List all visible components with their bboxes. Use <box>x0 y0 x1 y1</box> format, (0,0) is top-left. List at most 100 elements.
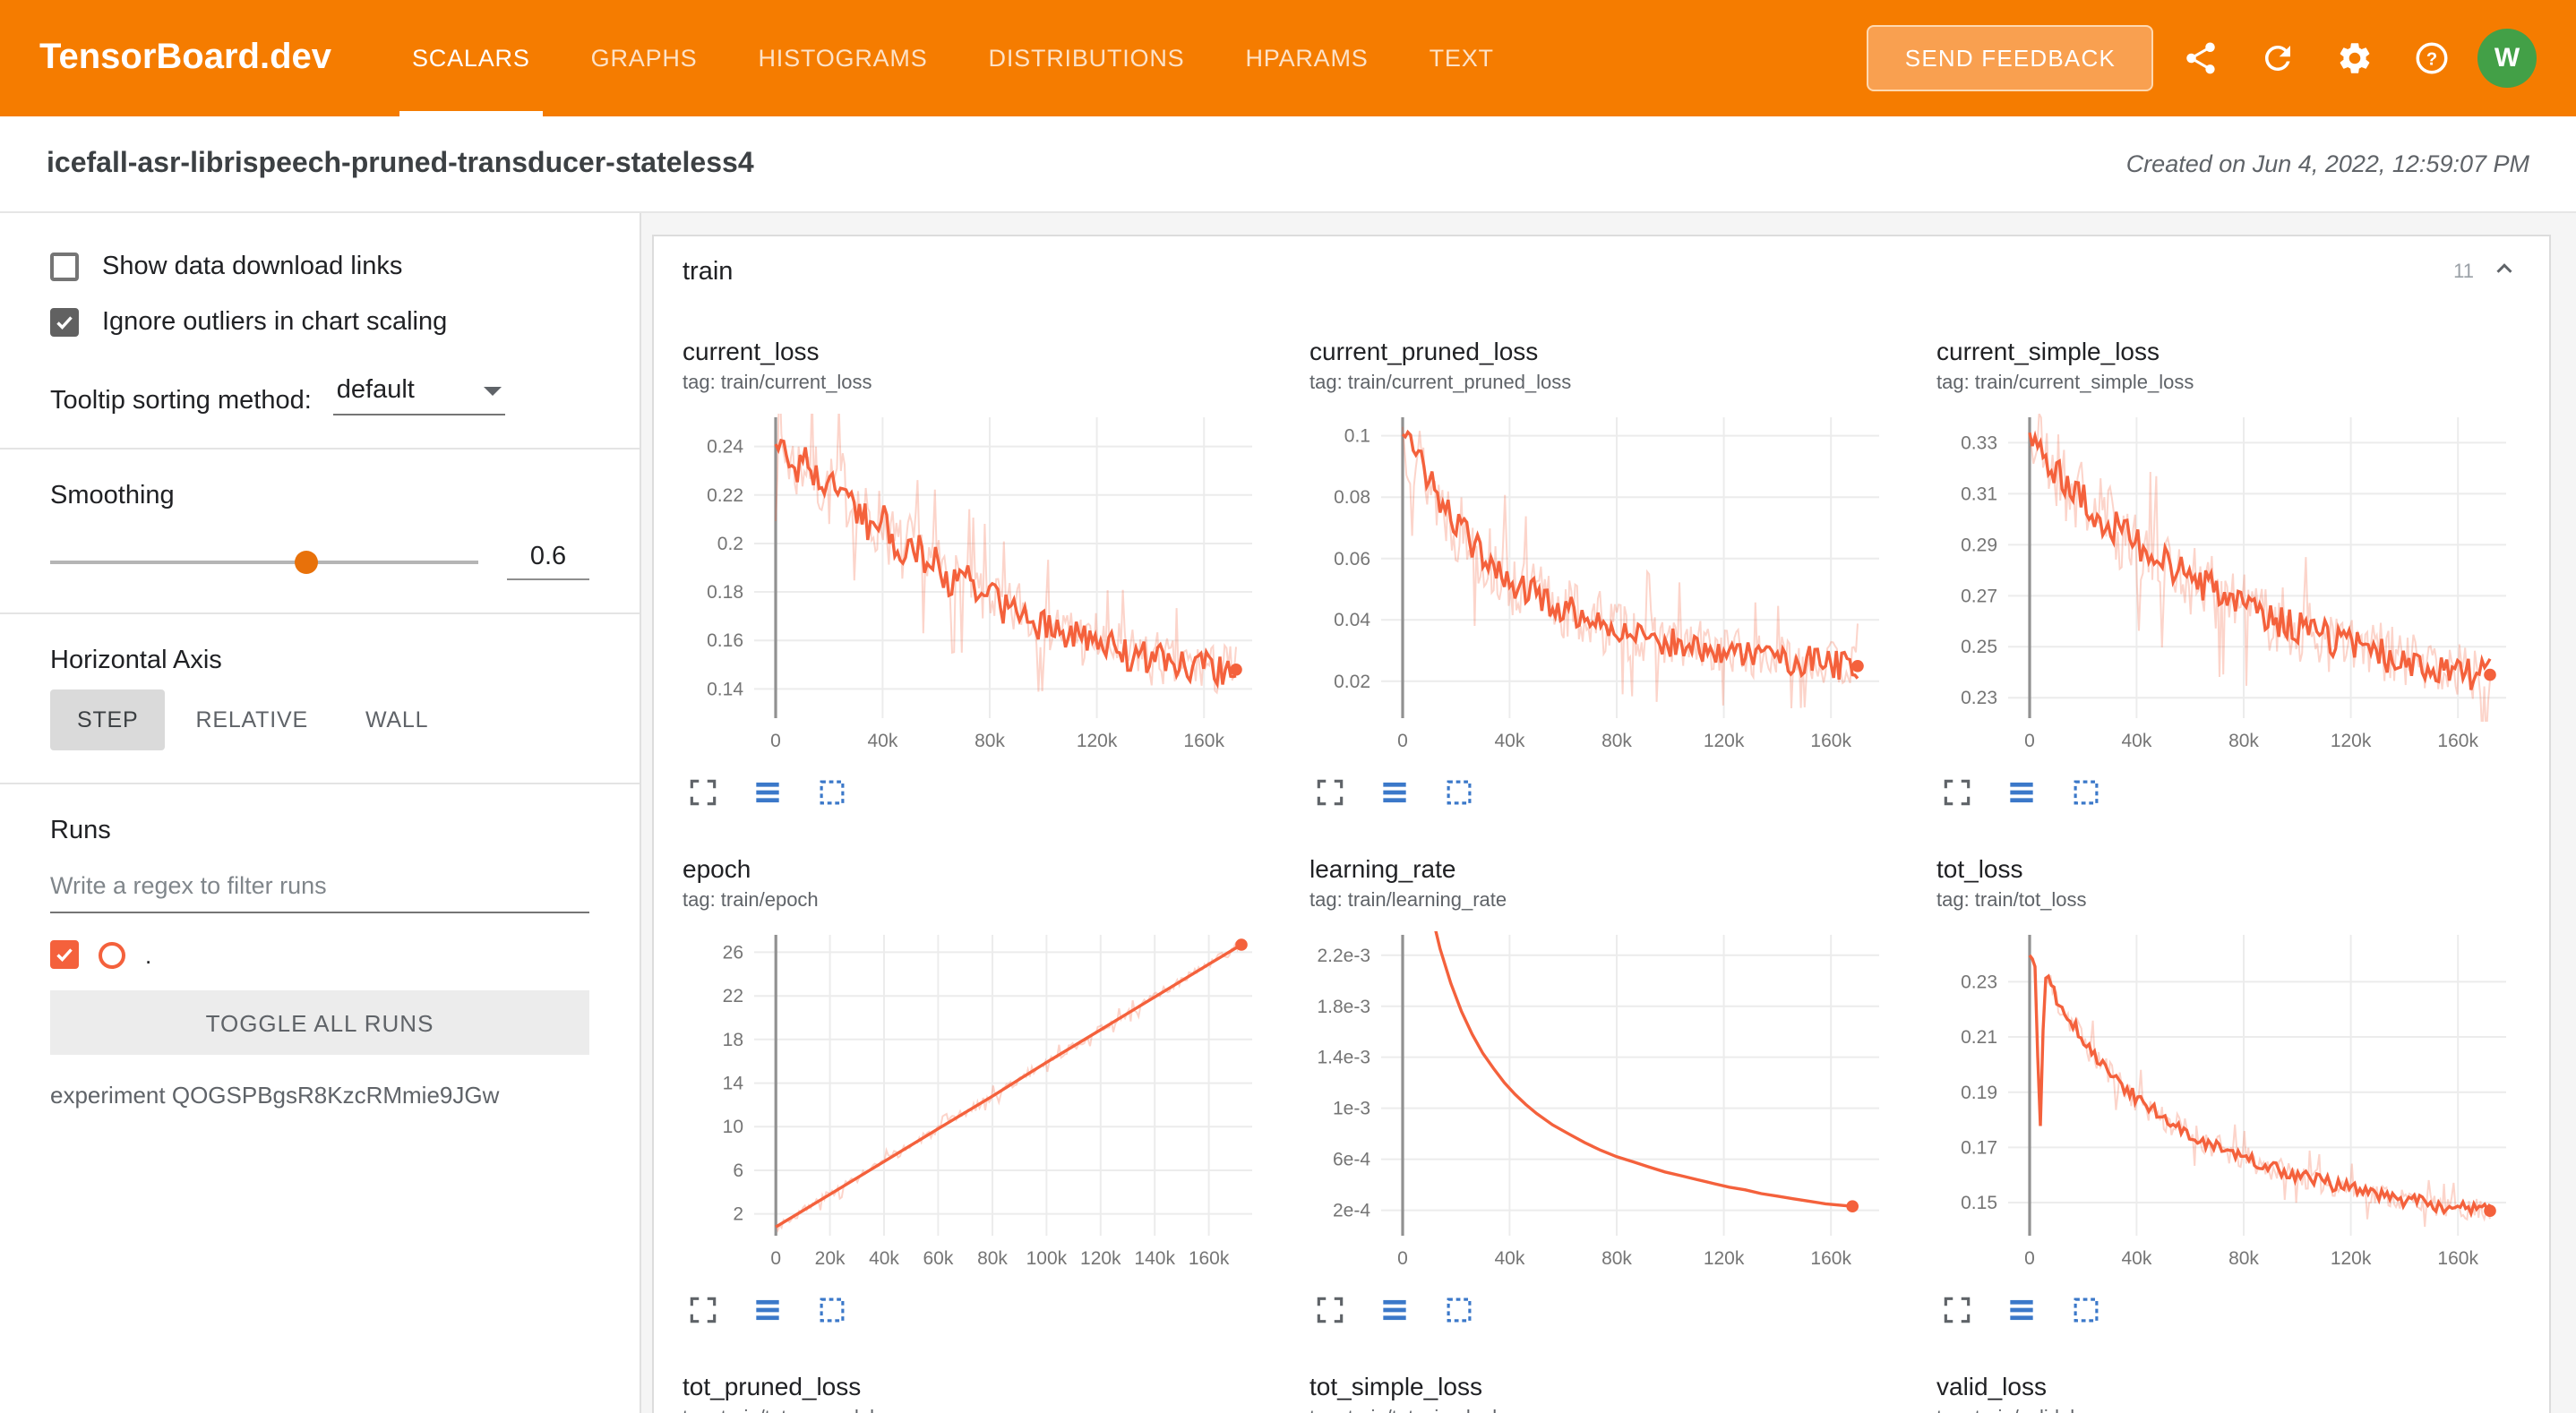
svg-text:0: 0 <box>1397 731 1408 751</box>
fit-domain-icon[interactable] <box>1438 1289 1478 1329</box>
svg-text:0: 0 <box>770 731 781 751</box>
svg-text:?: ? <box>2426 49 2436 69</box>
axis-relative-button[interactable]: RELATIVE <box>169 689 335 750</box>
train-group-header[interactable]: train 11 <box>654 236 2549 308</box>
axis-step-button[interactable]: STEP <box>50 689 166 750</box>
svg-text:0.33: 0.33 <box>1961 432 1997 453</box>
svg-text:40k: 40k <box>869 1248 899 1269</box>
svg-text:1e-3: 1e-3 <box>1333 1099 1370 1119</box>
smoothing-value[interactable]: 0.6 <box>507 543 589 580</box>
ignore-outliers-checkbox[interactable] <box>50 308 79 337</box>
svg-text:0.31: 0.31 <box>1961 484 1997 504</box>
divider <box>0 612 640 614</box>
svg-text:1.4e-3: 1.4e-3 <box>1317 1048 1370 1068</box>
line-chart[interactable]: 0.23 0.25 0.27 0.29 0.31 0.33 0 40k 80k 120k 160k <box>1936 407 2520 758</box>
data-table-icon[interactable] <box>1374 772 1413 811</box>
show-download-links-row[interactable]: Show data download links <box>50 253 589 281</box>
chart-card-learning_rate: learning_rate tag: train/learning_rate 2e-… <box>1309 851 1893 1332</box>
fit-domain-icon[interactable] <box>1438 772 1478 811</box>
run-row[interactable]: . <box>50 940 589 969</box>
data-table-icon[interactable] <box>1374 1289 1413 1329</box>
fit-domain-icon[interactable] <box>811 1289 851 1329</box>
chart-title: tot_simple_loss <box>1309 1372 1482 1400</box>
line-chart[interactable]: 0.02 0.04 0.06 0.08 0.1 0 40k 80k 120k 160k <box>1309 407 1893 758</box>
help-icon[interactable]: ? <box>2400 28 2461 89</box>
line-chart[interactable]: 0.14 0.16 0.18 0.2 0.22 0.24 0 40k 80k 120k 160k <box>683 407 1267 758</box>
svg-text:160k: 160k <box>1810 731 1851 751</box>
horizontal-axis-label: Horizontal Axis <box>50 647 222 675</box>
svg-text:1.8e-3: 1.8e-3 <box>1317 997 1370 1017</box>
chart-tag: tag: train/learning_rate <box>1309 890 1507 912</box>
caret-down-icon <box>483 386 502 395</box>
runs-label: Runs <box>50 817 111 845</box>
tooltip-sorting-select[interactable]: default <box>332 373 505 415</box>
svg-text:20k: 20k <box>815 1248 846 1269</box>
chart-title: valid_loss <box>1936 1372 2047 1400</box>
show-download-links-checkbox[interactable] <box>50 253 79 281</box>
line-chart[interactable]: 0.15 0.17 0.19 0.21 0.23 0 40k 80k 120k 160k <box>1936 924 2520 1275</box>
tab-scalars[interactable]: SCALARS <box>382 0 561 116</box>
data-table-icon[interactable] <box>747 1289 786 1329</box>
data-table-icon[interactable] <box>747 772 786 811</box>
tab-text[interactable]: TEXT <box>1429 45 1494 72</box>
fit-domain-icon[interactable] <box>2065 1289 2105 1329</box>
send-feedback-button[interactable]: SEND FEEDBACK <box>1867 25 2153 91</box>
chart-card-tot_pruned_loss: tot_pruned_loss tag: train/tot_pruned_los… <box>683 1368 1267 1413</box>
chart-title: current_loss <box>683 337 820 365</box>
chart-actions <box>1309 1286 1893 1332</box>
tab-graphs[interactable]: GRAPHS <box>590 45 698 72</box>
expand-icon[interactable] <box>683 1289 722 1329</box>
chart-tag: tag: train/tot_simple_loss <box>1309 1406 1893 1413</box>
data-table-icon[interactable] <box>2001 1289 2040 1329</box>
svg-text:0.24: 0.24 <box>707 437 743 458</box>
smoothing-slider[interactable] <box>50 550 478 573</box>
svg-text:18: 18 <box>723 1030 743 1050</box>
tab-hparams[interactable]: HPARAMS <box>1245 45 1369 72</box>
chart-actions <box>683 768 1267 815</box>
expand-icon[interactable] <box>1309 772 1349 811</box>
settings-sidebar: Show data download links Ignore outliers… <box>0 213 641 1413</box>
chart-actions <box>1309 768 1893 815</box>
svg-text:120k: 120k <box>1704 1248 1745 1269</box>
chart-card-epoch: epoch tag: train/epoch 2 6 10 14 18 22 26 0 20k 40k… <box>683 851 1267 1332</box>
header-actions: SEND FEEDBACK ? W <box>1867 25 2537 91</box>
charts-grid: current_loss tag: train/current_loss 0.14 0… <box>654 308 2549 1413</box>
expand-icon[interactable] <box>1936 772 1976 811</box>
svg-text:40k: 40k <box>2121 1248 2151 1269</box>
svg-text:0.16: 0.16 <box>707 630 743 651</box>
app-logo[interactable]: TensorBoard.dev <box>39 38 331 77</box>
avatar[interactable]: W <box>2477 29 2537 88</box>
data-table-icon[interactable] <box>2001 772 2040 811</box>
expand-icon[interactable] <box>1936 1289 1976 1329</box>
run-checkbox[interactable] <box>50 940 79 969</box>
settings-icon[interactable] <box>2323 28 2384 89</box>
tab-distributions[interactable]: DISTRIBUTIONS <box>988 45 1185 72</box>
expand-icon[interactable] <box>683 772 722 811</box>
fit-domain-icon[interactable] <box>811 772 851 811</box>
svg-text:0.29: 0.29 <box>1961 535 1997 555</box>
tab-histograms[interactable]: HISTOGRAMS <box>758 45 928 72</box>
expand-icon[interactable] <box>1309 1289 1349 1329</box>
share-icon[interactable] <box>2169 28 2230 89</box>
toggle-all-runs-button[interactable]: TOGGLE ALL RUNS <box>50 990 589 1055</box>
chart-title: tot_loss <box>1936 854 2023 883</box>
svg-text:6e-4: 6e-4 <box>1333 1150 1370 1170</box>
slider-thumb[interactable] <box>295 550 319 573</box>
svg-text:0: 0 <box>2024 1248 2035 1269</box>
group-name: train <box>683 258 734 287</box>
svg-text:0: 0 <box>1397 1248 1408 1269</box>
svg-text:0.22: 0.22 <box>707 485 743 506</box>
runs-filter-input[interactable] <box>50 860 589 913</box>
fit-domain-icon[interactable] <box>2065 772 2105 811</box>
chart-actions <box>1936 768 2520 815</box>
svg-text:0: 0 <box>770 1248 781 1269</box>
ignore-outliers-row[interactable]: Ignore outliers in chart scaling <box>50 308 589 337</box>
refresh-icon[interactable] <box>2246 28 2307 89</box>
svg-text:80k: 80k <box>2228 1248 2259 1269</box>
chevron-up-icon[interactable] <box>2488 252 2520 293</box>
svg-text:6: 6 <box>733 1160 743 1181</box>
axis-wall-button[interactable]: WALL <box>339 689 455 750</box>
svg-text:100k: 100k <box>1026 1248 1068 1269</box>
line-chart[interactable]: 2e-4 6e-4 1e-3 1.4e-3 1.8e-3 2.2e-3 0 40k 80k 120… <box>1309 924 1893 1275</box>
